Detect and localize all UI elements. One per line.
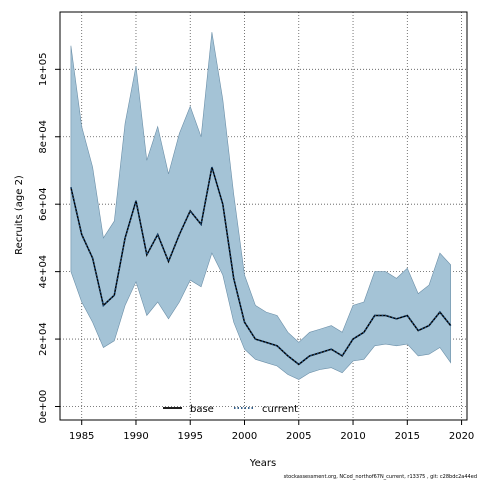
y-axis-title: Recruits (age 2)	[14, 175, 25, 255]
x-tick-label: 1995	[178, 431, 203, 442]
y-tick-label: 8e+04	[38, 120, 49, 154]
legend-label-current: current	[262, 404, 298, 415]
x-tick-label: 1990	[123, 431, 148, 442]
y-tick-label: 6e+04	[38, 187, 49, 221]
x-axis-title: Years	[249, 458, 276, 469]
series-line-current	[70, 166, 452, 366]
x-tick-label: 2020	[449, 431, 474, 442]
x-tick-label: 1985	[69, 431, 94, 442]
y-tick-label: 1e+05	[38, 53, 49, 87]
legend: base current	[163, 404, 298, 415]
y-tick-label: 0e+00	[38, 390, 49, 424]
x-tick-label: 2010	[340, 431, 365, 442]
x-tick-label: 2015	[395, 431, 420, 442]
confidence-band	[70, 32, 452, 380]
plot-frame	[59, 11, 468, 421]
footer-caption: stockassessment.org, NCod_northof67N_cur…	[284, 474, 477, 480]
x-axis: 1985 1990 1995 2000 2005 2010 2015 2020	[69, 420, 474, 442]
y-tick-label: 4e+04	[38, 255, 49, 289]
legend-label-base: base	[190, 404, 214, 415]
y-axis: 0e+00 2e+04 4e+04 6e+04 8e+04 1e+05	[38, 53, 60, 424]
x-tick-label: 2000	[232, 431, 257, 442]
y-tick-label: 2e+04	[38, 322, 49, 356]
x-tick-label: 2005	[286, 431, 311, 442]
